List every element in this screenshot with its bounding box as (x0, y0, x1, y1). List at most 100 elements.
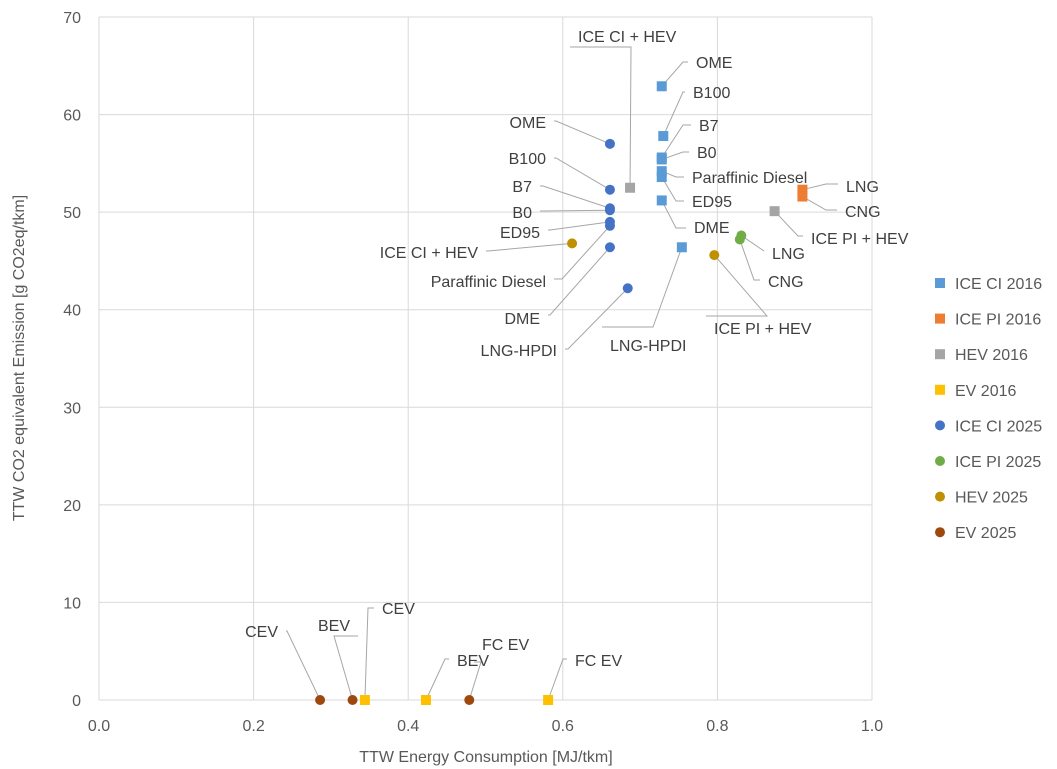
x-tick-label: 0.6 (552, 718, 574, 735)
legend-label: HEV 2025 (955, 490, 1028, 507)
legend-marker (935, 456, 945, 466)
leader-line (570, 46, 632, 188)
data-point-circle (604, 205, 615, 216)
legend-marker (935, 527, 945, 538)
y-tick-label: 10 (63, 595, 81, 612)
leader-line (548, 246, 611, 316)
data-point-circle (464, 695, 475, 705)
data-point-circle (315, 695, 326, 705)
data-point-square (797, 184, 808, 195)
legend-marker (935, 384, 945, 395)
data-label: BEV (457, 653, 489, 670)
data-point-square (359, 695, 370, 705)
legend-marker (935, 349, 945, 360)
legend-label: ICE CI 2025 (955, 418, 1042, 435)
leader-line (548, 221, 611, 231)
data-point-square (656, 166, 667, 177)
data-point-circle (567, 238, 578, 249)
data-point-square (658, 131, 669, 142)
data-point-square (797, 191, 808, 202)
data-point-square (656, 81, 667, 92)
y-tick-label: 60 (63, 108, 81, 125)
data-label: CEV (245, 624, 278, 641)
data-point-square (625, 182, 636, 193)
data-label: LNG-HPDI (610, 338, 686, 355)
data-label: B100 (509, 151, 546, 168)
y-tick-label: 30 (63, 400, 81, 417)
data-point-circle (604, 242, 615, 253)
legend-label: HEV 2016 (955, 347, 1028, 364)
legend-label: EV 2016 (955, 383, 1016, 400)
legend-marker (935, 278, 945, 288)
grid-lines (98, 16, 873, 701)
data-label: LNG (846, 179, 879, 196)
x-tick-label: 0.8 (706, 718, 728, 735)
leader-line (547, 658, 567, 701)
legend-label: ICE PI 2025 (955, 454, 1041, 471)
y-tick-label: 40 (63, 303, 81, 320)
data-label: ICE CI + HEV (380, 245, 479, 262)
leader-line (802, 196, 837, 211)
data-label: ICE PI + HEV (714, 321, 812, 338)
data-label: B7 (699, 118, 719, 135)
data-label: B0 (697, 145, 717, 162)
x-axis-title: TTW Energy Consumption [MJ/tkm] (359, 749, 612, 766)
data-point-circle (604, 184, 615, 195)
x-tick-label: 0.4 (397, 718, 419, 735)
data-point-circle (709, 250, 720, 261)
data-label: CNG (845, 204, 881, 221)
leader-line (661, 151, 689, 160)
data-label: Paraffinic Diesel (431, 274, 546, 291)
data-point-square (676, 242, 687, 253)
data-point-square (420, 695, 431, 705)
leader-line (540, 209, 610, 212)
leader-line (554, 157, 611, 191)
tick-labels: 0.0 0.2 0.4 0.6 0.8 1.0 0 10 20 30 40 50 60 70 (63, 10, 883, 735)
data-point-circle (347, 695, 358, 705)
leader-line (739, 239, 760, 281)
leader-line (486, 242, 573, 252)
data-label: ICE CI + HEV (578, 29, 677, 46)
y-axis-title: TTW CO2 equivalent Emission [g CO2eq/tkm… (11, 195, 28, 521)
data-point-square (656, 195, 667, 206)
data-point-square (769, 206, 780, 217)
data-label: B0 (512, 205, 532, 222)
leader-line (554, 225, 611, 280)
data-label: CNG (768, 274, 804, 291)
legend-marker (935, 420, 945, 431)
data-label: LNG-HPDI (481, 343, 557, 360)
y-tick-label: 0 (72, 693, 81, 710)
data-label: BEV (318, 618, 350, 635)
legend-marker (935, 491, 945, 502)
leader-line (661, 61, 688, 87)
leader-line (554, 120, 611, 145)
data-label: OME (696, 55, 732, 72)
data-point-square (543, 695, 554, 705)
legend-label: ICE CI 2016 (955, 276, 1042, 293)
legend-label: ICE PI 2016 (955, 312, 1041, 329)
x-tick-label: 0.0 (88, 718, 110, 735)
data-point-square (656, 172, 667, 183)
data-labels: OME B100 B7 B0 Paraffinic Diesel ED95 DME LNG-H… (245, 29, 909, 670)
data-label: B7 (512, 179, 532, 196)
leader-line (425, 658, 449, 701)
leader-line (661, 200, 686, 229)
leader-line (802, 183, 838, 191)
data-label: DME (504, 311, 540, 328)
legend-marker (935, 313, 945, 324)
leader-line (602, 247, 683, 328)
leader-line (662, 91, 685, 137)
x-tick-label: 0.2 (242, 718, 264, 735)
x-tick-label: 1.0 (861, 718, 883, 735)
y-tick-label: 20 (63, 498, 81, 515)
data-point-circle (604, 220, 615, 231)
legend-label: EV 2025 (955, 525, 1016, 542)
leader-line (540, 185, 611, 209)
data-point-circle (622, 283, 633, 294)
leader-line (565, 287, 629, 350)
y-tick-label: 50 (63, 205, 81, 222)
data-label: Paraffinic Diesel (692, 170, 807, 187)
data-label: FC EV (575, 653, 622, 670)
y-tick-label: 70 (63, 10, 81, 27)
